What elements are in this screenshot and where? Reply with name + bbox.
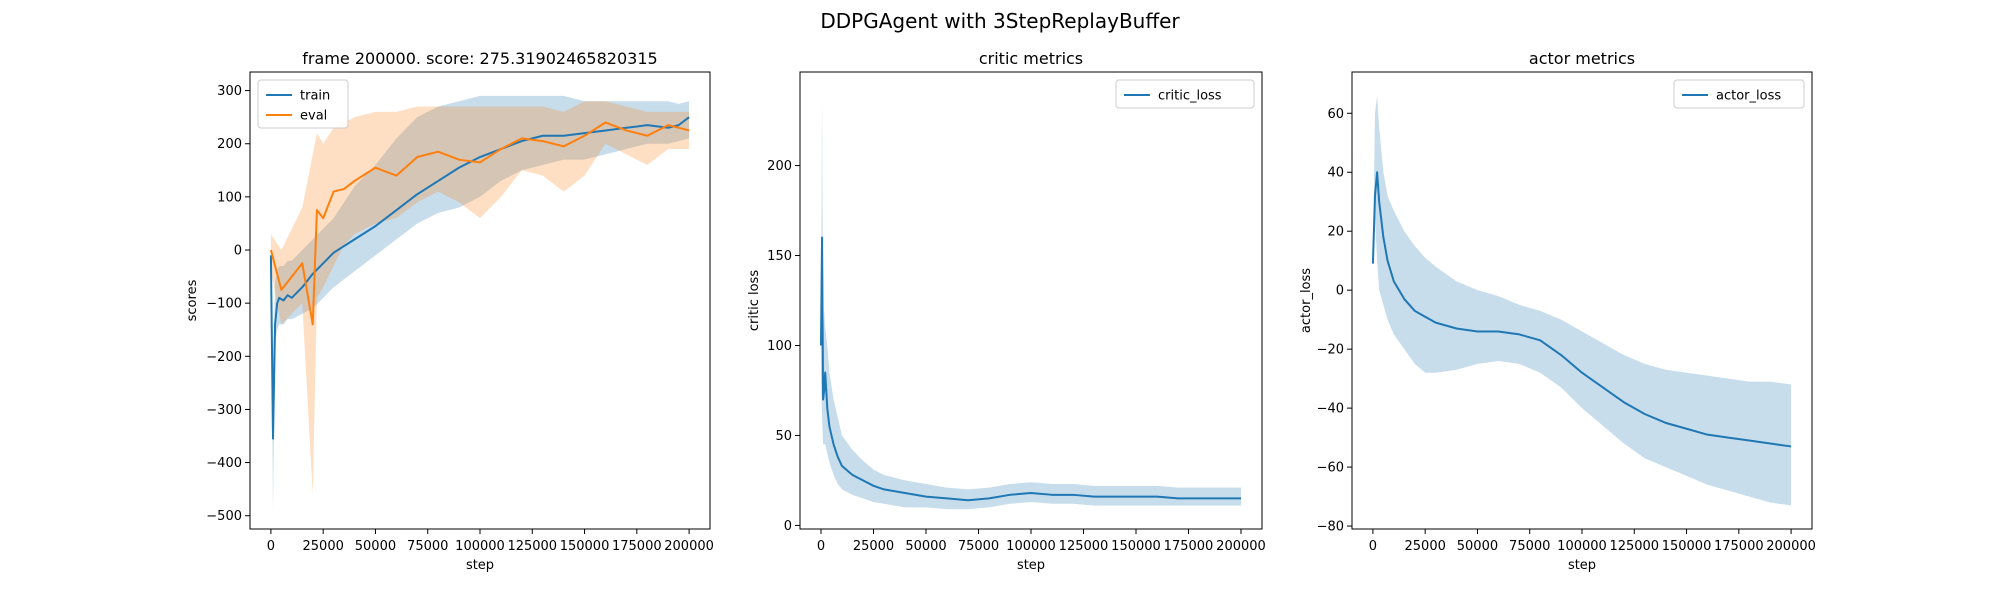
scores-line-eval xyxy=(269,121,690,326)
scores-legend: train eval xyxy=(257,79,349,129)
critic-xtick-label: 100000 xyxy=(1006,539,1056,554)
scores-xlabel: step xyxy=(466,558,494,573)
scores-ytick-label: −100 xyxy=(206,297,242,312)
scores-ytick-label: 0 xyxy=(234,244,242,259)
scores-legend-label-train: train xyxy=(300,89,330,104)
critic-ytick-label: 100 xyxy=(767,339,792,354)
actor-ytick-label: −40 xyxy=(1317,402,1344,417)
scores-xtick-label: 200000 xyxy=(664,539,714,554)
scores-band-eval xyxy=(270,101,690,495)
scores-band-train xyxy=(270,95,690,511)
critic-xtick-label: 75000 xyxy=(958,539,999,554)
scores-ytick-label: 300 xyxy=(217,84,242,99)
actor-ytick-label: −60 xyxy=(1317,461,1344,476)
actor-ytick-label: 40 xyxy=(1327,166,1344,181)
actor-xtick-label: 0 xyxy=(1369,539,1377,554)
scores-ytick-label: −500 xyxy=(206,509,242,524)
actor-legend-box xyxy=(1673,79,1805,109)
scores-line-train xyxy=(269,116,690,440)
critic-plot-area xyxy=(820,97,1241,510)
actor-xtick-label: 200000 xyxy=(1766,539,1816,554)
critic-legend-box xyxy=(1115,79,1255,109)
scores-ylabel: scores xyxy=(185,279,200,321)
scores-ytick-label: −300 xyxy=(206,403,242,418)
scores-xtick-label: 125000 xyxy=(507,539,557,554)
scores-ytick-label: −400 xyxy=(206,456,242,471)
actor-ytick-label: −80 xyxy=(1317,520,1344,535)
critic-xlabel: step xyxy=(1017,558,1045,573)
critic-xtick-label: 25000 xyxy=(853,539,894,554)
scores-plot-area xyxy=(269,95,690,511)
scores-ytick-label: −200 xyxy=(206,350,242,365)
actor-band-actor_loss xyxy=(1372,95,1792,506)
scores-ytick-label: 100 xyxy=(217,190,242,205)
actor-xtick-label: 25000 xyxy=(1405,539,1446,554)
actor-ytick-label: 0 xyxy=(1336,284,1344,299)
actor-xtick-label: 100000 xyxy=(1557,539,1607,554)
actor-xtick-label: 75000 xyxy=(1509,539,1550,554)
actor-xtick-label: 50000 xyxy=(1457,539,1498,554)
critic-xtick-label: 50000 xyxy=(905,539,946,554)
critic-title: critic metrics xyxy=(979,49,1083,68)
critic-xtick-label: 150000 xyxy=(1111,539,1161,554)
actor-plot-area xyxy=(1371,95,1792,506)
actor-ytick-label: 20 xyxy=(1327,225,1344,240)
actor-xlabel: step xyxy=(1568,558,1596,573)
scores-xtick-label: 150000 xyxy=(560,539,610,554)
critic-ytick-label: 0 xyxy=(784,519,792,534)
critic-ytick-label: 200 xyxy=(767,159,792,174)
actor-ytick-label: −20 xyxy=(1317,343,1344,358)
critic-ytick-label: 150 xyxy=(767,249,792,264)
critic-xtick-label: 200000 xyxy=(1216,539,1266,554)
figure-suptitle: DDPGAgent with 3StepReplayBuffer xyxy=(820,9,1180,33)
critic-ylabel: critic loss xyxy=(747,270,762,331)
actor-line-actor_loss xyxy=(1371,171,1792,448)
scores-xtick-label: 75000 xyxy=(407,539,448,554)
scores-legend-label-eval: eval xyxy=(300,109,327,124)
actor-xtick-label: 150000 xyxy=(1662,539,1712,554)
critic-line-critic_loss xyxy=(820,236,1241,502)
scores-xtick-label: 175000 xyxy=(612,539,662,554)
critic-ytick-label: 50 xyxy=(775,429,792,444)
scores-xtick-label: 0 xyxy=(267,539,275,554)
critic-panel: 0 25000 50000 75000 100000 125000 150000 175000… xyxy=(747,49,1266,573)
critic-band-critic_loss xyxy=(821,97,1241,510)
actor-legend-label-actor_loss: actor_loss xyxy=(1716,89,1781,104)
scores-title: frame 200000. score: 275.31902465820315 xyxy=(302,49,657,68)
critic-legend-label-critic_loss: critic_loss xyxy=(1158,89,1222,104)
actor-ytick-label: 60 xyxy=(1327,107,1344,122)
critic-legend: critic_loss xyxy=(1115,79,1255,109)
scores-xtick-label: 100000 xyxy=(455,539,505,554)
critic-xtick-label: 175000 xyxy=(1164,539,1214,554)
scores-ytick-label: 200 xyxy=(217,137,242,152)
critic-xtick-label: 125000 xyxy=(1059,539,1109,554)
scores-xtick-label: 25000 xyxy=(303,539,344,554)
scores-xtick-label: 50000 xyxy=(355,539,396,554)
actor-title: actor metrics xyxy=(1529,49,1635,68)
scores-panel: 0 25000 50000 75000 100000 125000 150000 175000… xyxy=(185,49,714,573)
actor-ylabel: actor_loss xyxy=(1299,268,1314,333)
actor-xtick-label: 175000 xyxy=(1714,539,1764,554)
actor-legend: actor_loss xyxy=(1673,79,1805,109)
actor-panel: 0 25000 50000 75000 100000 125000 150000 175000… xyxy=(1299,49,1816,573)
actor-xtick-label: 125000 xyxy=(1609,539,1659,554)
critic-xtick-label: 0 xyxy=(817,539,825,554)
